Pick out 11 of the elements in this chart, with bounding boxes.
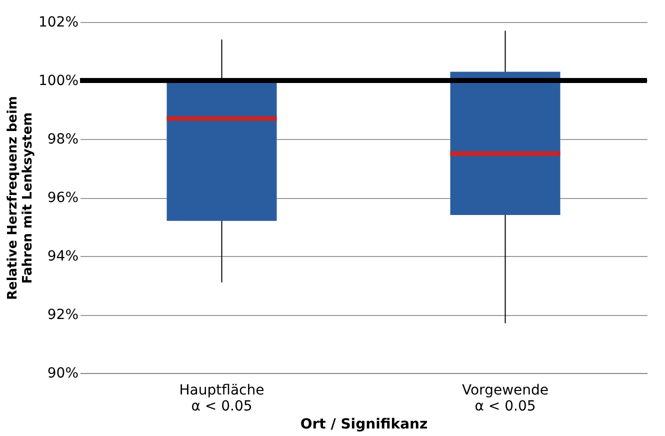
y-tick-label: 92% <box>47 307 78 323</box>
x-tick-label: Hauptfläche α < 0.05 <box>179 382 264 414</box>
y-tick-label: 90% <box>47 366 78 382</box>
x-axis-title: Ort / Signifikanz <box>300 416 428 432</box>
y-tick-label: 94% <box>47 248 78 264</box>
y-tick-label: 100% <box>38 73 78 89</box>
y-axis-title: Relative Herzfrequenz beim Fahren mit Lenksystem <box>5 96 36 300</box>
y-tick-label: 96% <box>47 190 78 206</box>
x-tick-label: Vorgewende α < 0.05 <box>462 382 549 414</box>
y-tick-label: 102% <box>38 14 78 30</box>
y-tick-label: 98% <box>47 132 78 148</box>
